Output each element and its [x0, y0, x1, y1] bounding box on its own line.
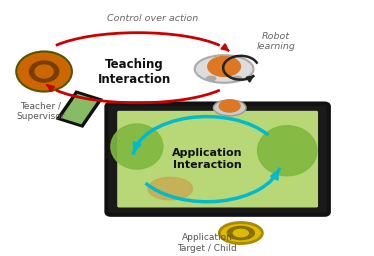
Ellipse shape	[219, 222, 262, 243]
Ellipse shape	[111, 124, 163, 169]
Ellipse shape	[208, 57, 240, 76]
FancyBboxPatch shape	[117, 111, 318, 207]
Text: Application
Target / Child: Application Target / Child	[178, 233, 237, 253]
Ellipse shape	[227, 227, 254, 240]
Ellipse shape	[233, 229, 248, 237]
Ellipse shape	[35, 65, 53, 78]
Ellipse shape	[233, 76, 242, 81]
Text: Teaching
Interaction: Teaching Interaction	[98, 58, 171, 86]
FancyBboxPatch shape	[107, 104, 329, 215]
Ellipse shape	[16, 51, 72, 92]
Ellipse shape	[30, 61, 59, 82]
Ellipse shape	[195, 55, 254, 83]
Polygon shape	[61, 94, 98, 124]
Ellipse shape	[258, 126, 317, 176]
Polygon shape	[57, 91, 101, 127]
Text: Control over action: Control over action	[107, 14, 198, 23]
Ellipse shape	[213, 100, 246, 116]
Ellipse shape	[148, 177, 193, 200]
Ellipse shape	[206, 76, 216, 81]
Text: Teacher /
Supervisor: Teacher / Supervisor	[16, 102, 65, 121]
Ellipse shape	[219, 100, 240, 112]
Text: Application
Interaction: Application Interaction	[172, 148, 242, 170]
Text: Robot
learning: Robot learning	[257, 32, 295, 51]
